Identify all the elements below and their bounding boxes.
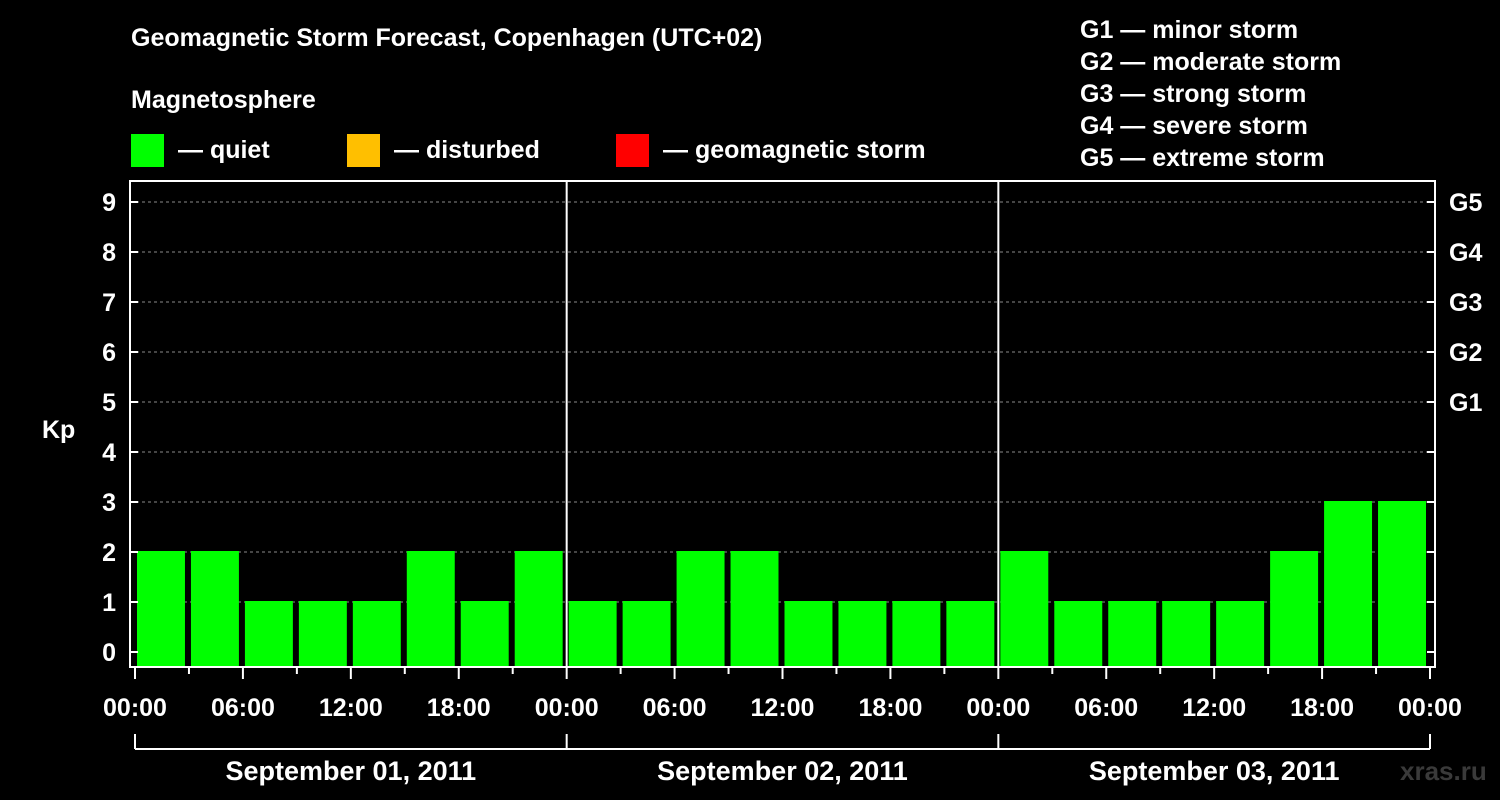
x-tick-label: 00:00 xyxy=(966,694,1030,722)
kp-bar xyxy=(838,601,887,667)
storm-scale-g3: G3 — strong storm xyxy=(1080,80,1307,108)
y-tick-label: 2 xyxy=(102,539,116,567)
x-tick-label: 06:00 xyxy=(211,694,275,722)
kp-bar xyxy=(892,601,941,667)
legend-heading: Magnetosphere xyxy=(131,86,316,114)
legend-swatch-disturbed xyxy=(347,133,380,167)
x-tick-label: 12:00 xyxy=(319,694,383,722)
kp-bar xyxy=(137,551,185,667)
x-tick-label: 06:00 xyxy=(1074,694,1138,722)
x-tick-label: 18:00 xyxy=(1290,694,1354,722)
storm-scale-g5: G5 — extreme storm xyxy=(1080,144,1325,172)
y-tick-label: 3 xyxy=(102,489,116,517)
y-tick-label: 5 xyxy=(102,389,116,417)
y-axis-label: Kp xyxy=(42,416,75,444)
kp-bar xyxy=(352,601,401,667)
kp-bar xyxy=(1000,551,1049,667)
y-tick-label: 4 xyxy=(102,439,116,467)
chart-title: Geomagnetic Storm Forecast, Copenhagen (… xyxy=(131,24,763,52)
g-scale-label: G3 xyxy=(1449,289,1482,317)
kp-bar xyxy=(1324,501,1373,667)
storm-scale-legend: G1 — minor storm G2 — moderate storm G3 … xyxy=(1080,14,1341,174)
y-tick-label: 0 xyxy=(102,639,116,667)
kp-bar xyxy=(298,601,347,667)
x-tick-label: 18:00 xyxy=(427,694,491,722)
y-tick-label: 1 xyxy=(102,589,116,617)
kp-bar xyxy=(730,551,779,667)
kp-bar xyxy=(244,601,293,667)
legend-label-storm: — geomagnetic storm xyxy=(663,135,926,164)
legend-item-disturbed: — disturbed xyxy=(347,133,540,167)
legend-swatch-quiet xyxy=(131,133,164,167)
x-tick-label: 00:00 xyxy=(1398,694,1462,722)
g-scale-label: G4 xyxy=(1449,239,1482,267)
storm-scale-g4: G4 — severe storm xyxy=(1080,112,1308,140)
plot-frame xyxy=(129,180,1436,668)
y-tick-label: 7 xyxy=(102,289,116,317)
kp-bar xyxy=(1162,601,1211,667)
day-label: September 01, 2011 xyxy=(225,756,476,786)
kp-bar xyxy=(946,601,995,667)
watermark: xras.ru xyxy=(1400,756,1487,786)
x-tick-label: 00:00 xyxy=(103,694,167,722)
y-tick-label: 8 xyxy=(102,239,116,267)
legend-label-quiet: — quiet xyxy=(178,135,270,164)
legend-swatch-storm xyxy=(616,133,649,167)
day-label: September 03, 2011 xyxy=(1089,756,1340,786)
storm-scale-g2: G2 — moderate storm xyxy=(1080,48,1342,76)
y-tick-label: 9 xyxy=(102,189,116,217)
x-tick-label: 18:00 xyxy=(858,694,922,722)
kp-bar xyxy=(514,551,563,667)
x-tick-label: 06:00 xyxy=(643,694,707,722)
kp-bar xyxy=(784,601,833,667)
kp-bar xyxy=(568,601,617,667)
x-tick-label: 12:00 xyxy=(1182,694,1246,722)
kp-bar xyxy=(460,601,509,667)
kp-bar xyxy=(622,601,671,667)
storm-scale-g1: G1 — minor storm xyxy=(1080,16,1299,44)
kp-bar xyxy=(1270,551,1319,667)
kp-bar xyxy=(1054,601,1103,667)
kp-bar xyxy=(1108,601,1157,667)
x-tick-label: 00:00 xyxy=(535,694,599,722)
legend-item-storm: — geomagnetic storm xyxy=(616,133,926,167)
g-scale-label: G1 xyxy=(1449,389,1482,417)
legend-item-quiet: — quiet xyxy=(131,133,270,167)
kp-bar xyxy=(1216,601,1265,667)
y-tick-label: 6 xyxy=(102,339,116,367)
kp-bar xyxy=(190,551,239,667)
legend-label-disturbed: — disturbed xyxy=(394,135,540,164)
kp-bar xyxy=(676,551,725,667)
x-tick-label: 12:00 xyxy=(751,694,815,722)
day-label: September 02, 2011 xyxy=(657,756,908,786)
kp-bar xyxy=(1378,501,1426,667)
g-scale-label: G2 xyxy=(1449,339,1482,367)
kp-bar xyxy=(406,551,455,667)
g-scale-label: G5 xyxy=(1449,189,1482,217)
